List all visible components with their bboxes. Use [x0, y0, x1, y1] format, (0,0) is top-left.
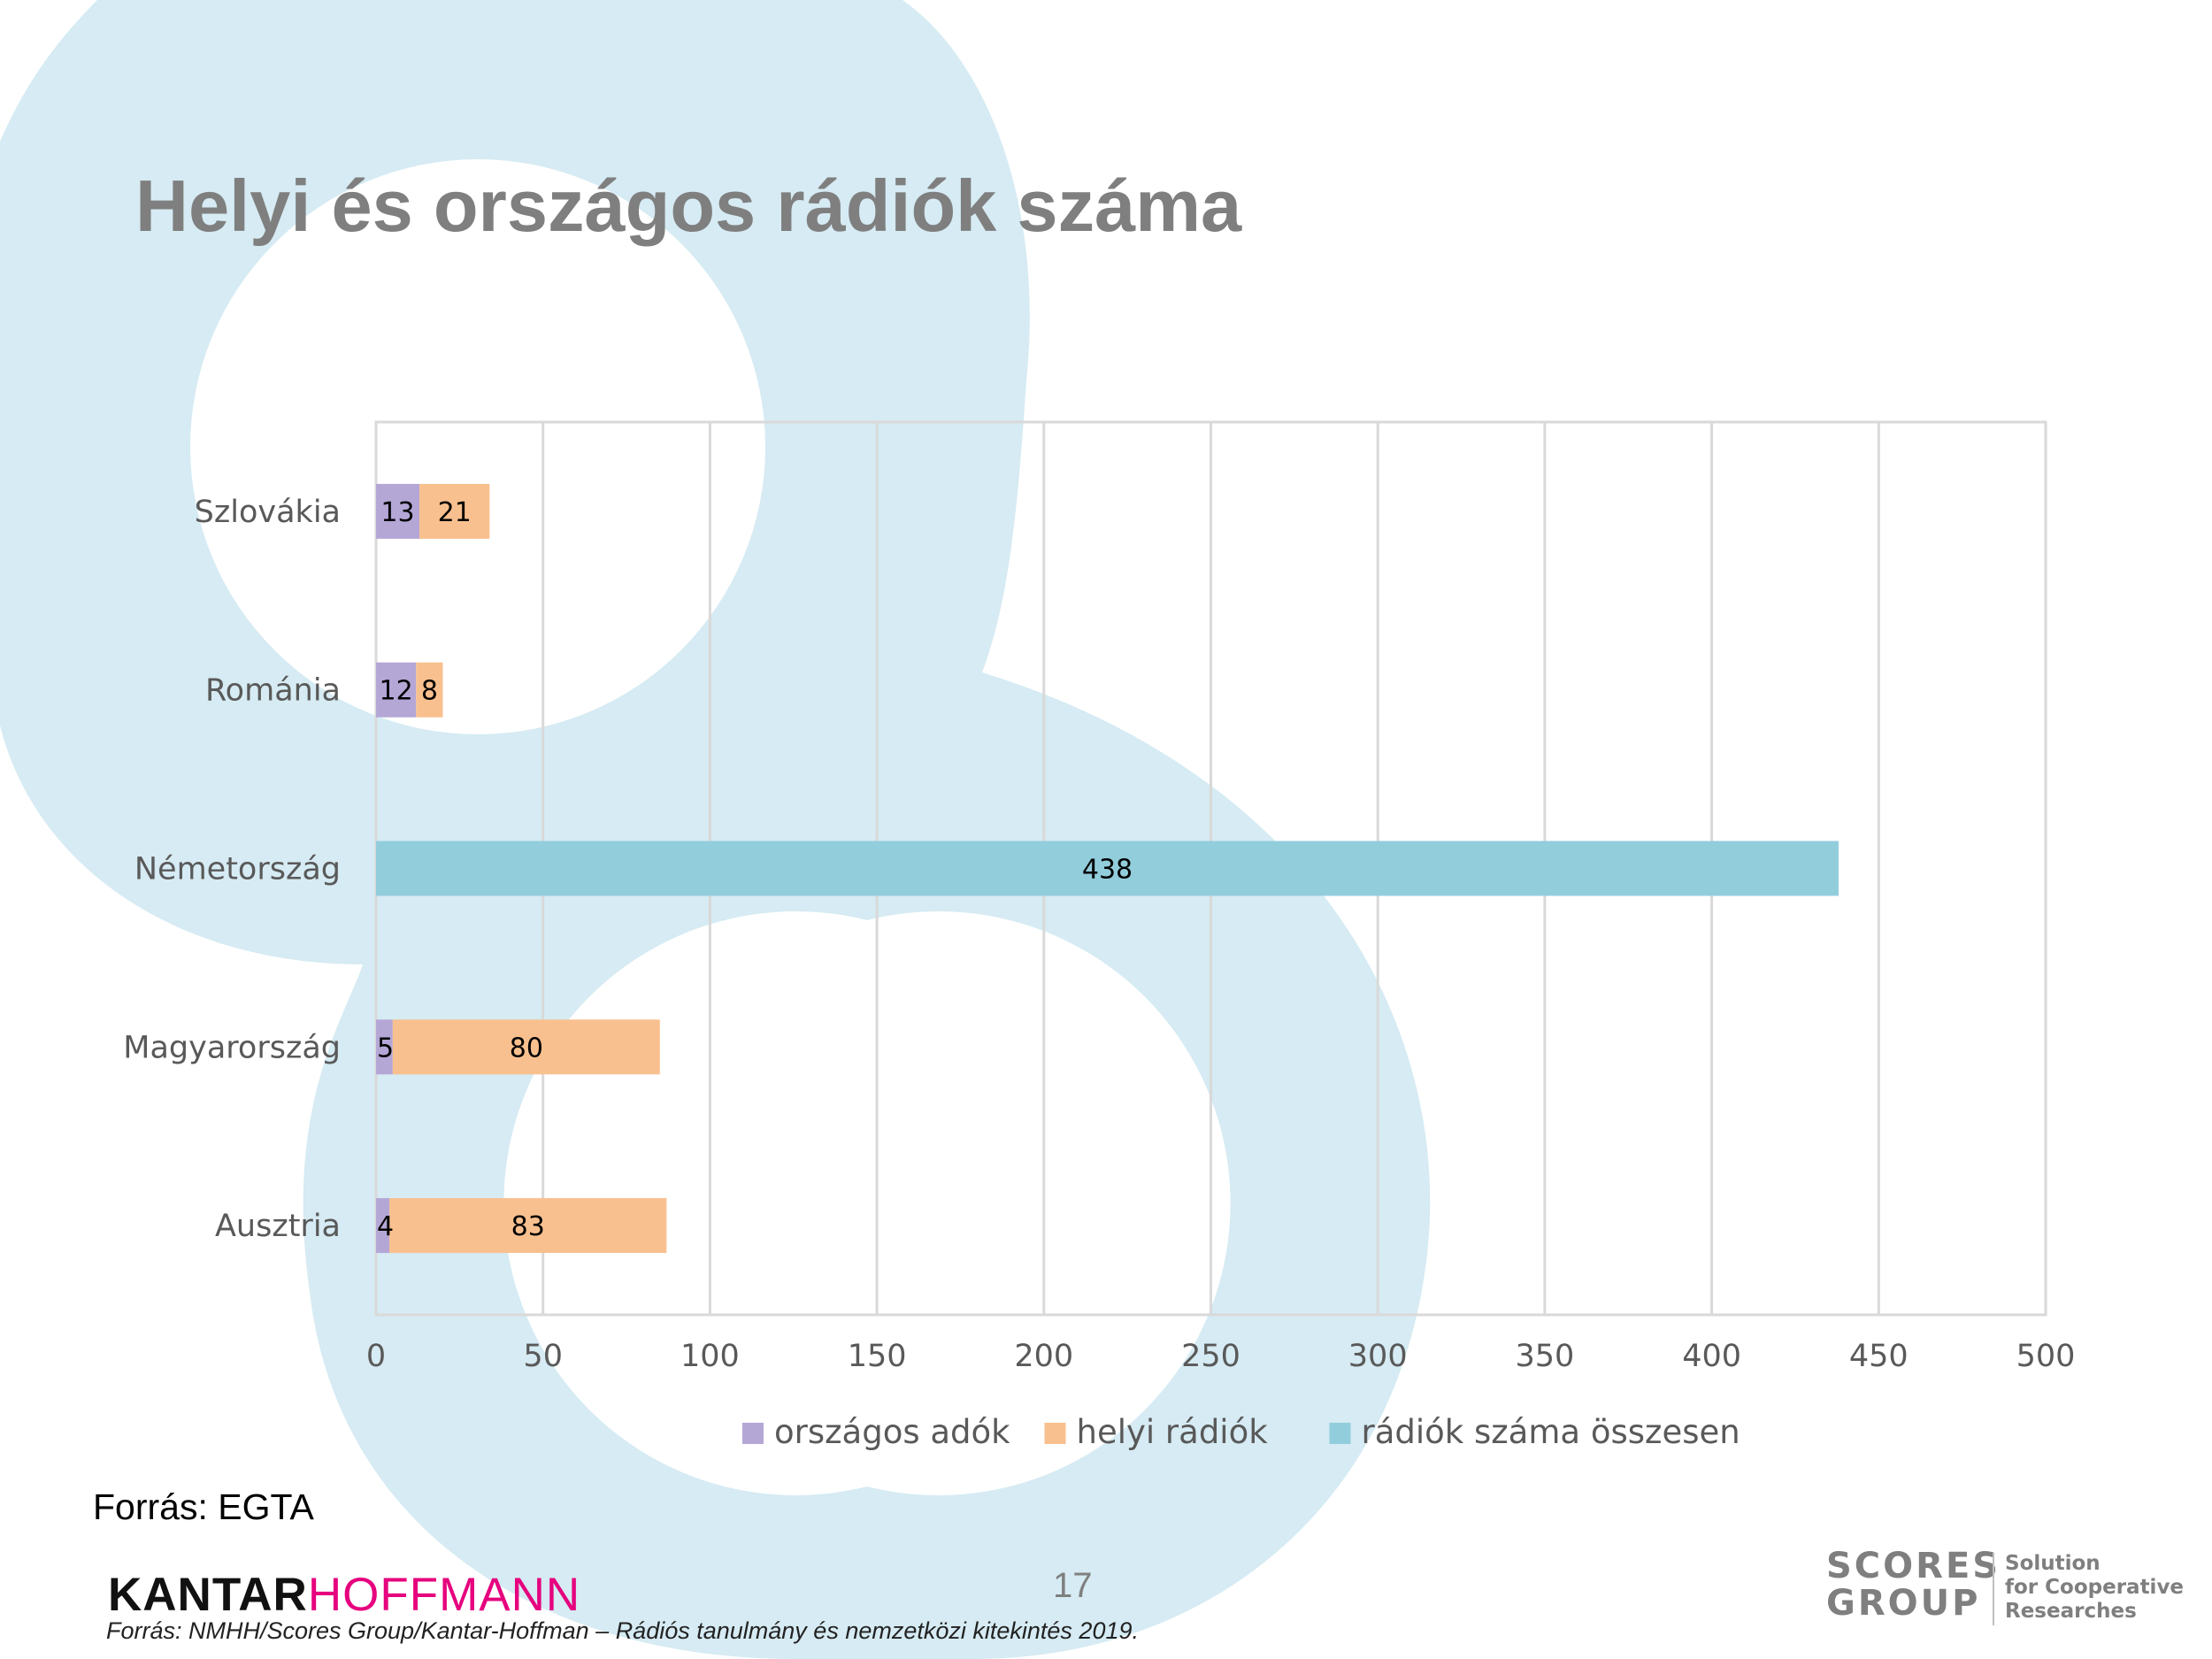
- legend-swatch: [1044, 1423, 1066, 1444]
- kantar-logo-part1: KANTAR: [108, 1569, 308, 1621]
- bar-segment: [419, 483, 490, 539]
- scores-logo-line1: SCORES: [1826, 1546, 2001, 1586]
- data-label: 438: [1082, 855, 1133, 886]
- figure-eight-shape: [0, 0, 1431, 1659]
- bar-segment: [389, 1198, 667, 1254]
- data-label: 5: [377, 1033, 394, 1064]
- x-tick-label: 400: [1682, 1339, 1741, 1374]
- data-label: 21: [438, 497, 472, 528]
- category-label: Magyarország: [123, 1030, 341, 1065]
- x-tick-label: 100: [680, 1339, 740, 1374]
- x-tick-label: 150: [848, 1339, 907, 1374]
- bar-segment: [376, 1019, 393, 1075]
- scores-tagline-2: for Cooperative: [2005, 1576, 2185, 1599]
- source-note: Forrás: EGTA: [93, 1486, 314, 1527]
- scores-tagline-3: Researches: [2005, 1600, 2137, 1623]
- scores-logo-line2: GROUP: [1826, 1583, 1981, 1624]
- x-tick-label: 200: [1014, 1339, 1073, 1374]
- page-number: 17: [1053, 1566, 1093, 1605]
- legend-label: rádiók száma összesen: [1362, 1413, 1740, 1451]
- data-label: 8: [421, 676, 438, 707]
- legend-swatch: [1329, 1423, 1351, 1444]
- x-tick-label: 50: [523, 1339, 563, 1374]
- data-label: 83: [511, 1211, 545, 1242]
- scores-group-logo: SCORES GROUP Solution for Cooperative Re…: [1826, 1546, 2184, 1632]
- bar-segment: [376, 662, 417, 718]
- bar-segment: [416, 662, 443, 718]
- category-label: Szlovákia: [195, 495, 341, 530]
- footer-citation: Forrás: NMHH/Scores Group/Kantar-Hoffman…: [106, 1617, 1139, 1644]
- data-label: 80: [510, 1033, 543, 1064]
- legend: országos adók helyi rádiók rádiók száma ös…: [742, 1413, 1740, 1451]
- data-label: 4: [377, 1211, 394, 1242]
- x-tick-label: 500: [2016, 1339, 2076, 1374]
- bar-segment: [376, 1198, 390, 1254]
- data-label: 13: [380, 497, 414, 528]
- data-label: 12: [380, 676, 413, 707]
- page-title: Helyi és országos rádiók száma: [135, 165, 1242, 247]
- logo-divider: [1993, 1553, 1994, 1625]
- legend-label: országos adók: [774, 1413, 1010, 1451]
- bar-segment: [376, 841, 1839, 896]
- category-label: Románia: [205, 673, 341, 709]
- bar-segment: [376, 483, 420, 539]
- x-tick-label: 250: [1181, 1339, 1240, 1374]
- scores-tagline-1: Solution: [2005, 1552, 2101, 1575]
- x-tick-label: 350: [1515, 1339, 1574, 1374]
- kantar-hoffmann-logo: KANTARHOFFMANN: [108, 1568, 580, 1622]
- kantar-logo-part2: HOFFMANN: [307, 1569, 581, 1621]
- legend-swatch: [742, 1423, 764, 1444]
- x-tick-label: 450: [1849, 1339, 1909, 1374]
- x-tick-label: 300: [1348, 1339, 1408, 1374]
- category-label: Németország: [134, 852, 341, 887]
- bar-segment: [392, 1019, 660, 1075]
- legend-label: helyi rádiók: [1077, 1413, 1269, 1451]
- category-label: Ausztria: [215, 1209, 341, 1244]
- x-tick-label: 0: [366, 1339, 386, 1374]
